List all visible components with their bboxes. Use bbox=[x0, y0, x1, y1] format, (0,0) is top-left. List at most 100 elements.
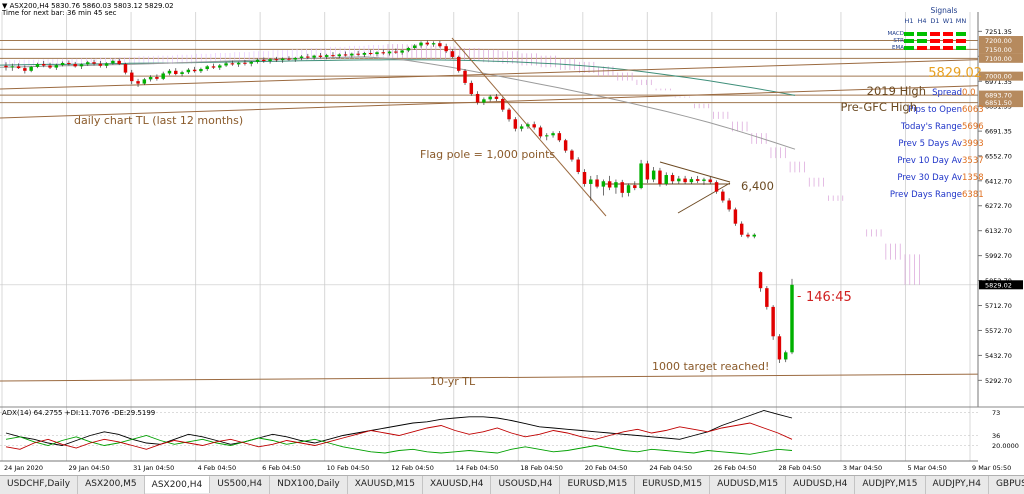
candle-bull bbox=[551, 133, 555, 136]
candle-bear bbox=[381, 52, 386, 54]
candle-bear bbox=[343, 54, 348, 56]
signal-row-label: MACD bbox=[888, 31, 905, 37]
chart-tab[interactable]: US500,H4 bbox=[210, 476, 271, 494]
annotation-daily-tl: daily chart TL (last 12 months) bbox=[74, 114, 243, 127]
x-tick-label: 29 Jan 04:50 bbox=[69, 464, 110, 472]
chart-tab[interactable]: USOUSD,H4 bbox=[491, 476, 561, 494]
chart-tab[interactable]: ASX200,M5 bbox=[78, 476, 145, 494]
y-tick-label: 6412.70 bbox=[985, 177, 1012, 185]
signal-timeframe: H1 bbox=[904, 17, 913, 25]
candle-bear bbox=[721, 191, 725, 201]
level-label-bg bbox=[979, 36, 1023, 46]
signal-cell bbox=[904, 39, 914, 43]
info-row-label: Today's Range bbox=[900, 122, 962, 132]
candle-bear bbox=[532, 124, 536, 128]
level-label-bg bbox=[979, 71, 1023, 81]
candle-bull bbox=[664, 175, 668, 184]
candle-bear bbox=[582, 172, 587, 184]
next-bar-timer: Time for next bar: 36 min 45 sec bbox=[1, 9, 117, 17]
y-tick-label: 5992.70 bbox=[985, 252, 1012, 260]
x-tick-label: 26 Feb 04:50 bbox=[714, 464, 757, 472]
chart-tab[interactable]: XAUUSD,H4 bbox=[423, 476, 492, 494]
candle-bear bbox=[557, 133, 562, 141]
chart-tab[interactable]: GBPUSD,M15 bbox=[989, 476, 1024, 494]
candle-bull bbox=[482, 99, 486, 103]
candle-bear bbox=[117, 60, 121, 65]
annotation-dash: - bbox=[797, 289, 801, 303]
chart-tab[interactable]: AUDUSD,H4 bbox=[786, 476, 856, 494]
candle-bear bbox=[274, 59, 279, 61]
candle-bear bbox=[92, 62, 96, 64]
chart-tab[interactable]: ASX200,H4 bbox=[144, 476, 211, 493]
price-chart[interactable]: 7251.357111.356971.356831.356691.356552.… bbox=[0, 0, 1024, 475]
candle-bear bbox=[746, 234, 750, 237]
candle-bull bbox=[431, 43, 436, 45]
adx-level-label: 20.0000 bbox=[992, 442, 1019, 450]
candle-bear bbox=[771, 306, 775, 337]
signal-cell bbox=[930, 39, 940, 43]
level-label-bg bbox=[979, 280, 1023, 290]
candle-bull bbox=[545, 135, 549, 137]
candle-bear bbox=[438, 43, 442, 47]
chart-tab[interactable]: NDX100,Daily bbox=[270, 476, 348, 494]
y-tick-label: 6691.35 bbox=[985, 128, 1012, 136]
candle-bear bbox=[262, 59, 266, 61]
chart-tab[interactable]: AUDJPY,H4 bbox=[926, 476, 989, 494]
info-row-label: Spread bbox=[932, 88, 962, 98]
candle-bear bbox=[67, 62, 71, 65]
adx-level-label: 73 bbox=[992, 409, 1000, 417]
candle-bull bbox=[614, 182, 618, 188]
adx-label: ADX(14) 64.2755 +DI:11.7076 -DE:29.5199 bbox=[2, 409, 155, 417]
level-label-text: 7200.00 bbox=[985, 37, 1012, 45]
y-tick-label: 6552.70 bbox=[985, 152, 1012, 160]
x-tick-label: 28 Feb 04:50 bbox=[778, 464, 821, 472]
y-tick-label: 6272.70 bbox=[985, 202, 1012, 210]
signal-cell bbox=[943, 46, 953, 50]
candle-bull bbox=[601, 181, 606, 187]
candle-bull bbox=[293, 57, 297, 60]
candle-bear bbox=[513, 119, 518, 129]
x-tick-label: 14 Feb 04:50 bbox=[456, 464, 499, 472]
info-row-value: 0.0 bbox=[962, 88, 976, 98]
candle-bear bbox=[287, 58, 291, 60]
candle-bull bbox=[702, 179, 706, 181]
info-row-label: Pips to Open bbox=[908, 105, 962, 115]
candle-bull bbox=[218, 65, 222, 68]
candle-bear bbox=[130, 72, 134, 82]
candle-bear bbox=[48, 65, 52, 68]
x-tick-label: 3 Mar 04:50 bbox=[843, 464, 882, 472]
x-tick-label: 18 Feb 04:50 bbox=[520, 464, 563, 472]
chart-tab[interactable]: XAUUSD,M15 bbox=[348, 476, 423, 494]
y-tick-label: 5432.70 bbox=[985, 352, 1012, 360]
candle-bear bbox=[576, 159, 580, 173]
info-row-value: 5696 bbox=[962, 122, 984, 132]
chart-tab[interactable]: EURUSD,M15 bbox=[635, 476, 711, 494]
lower-trendline bbox=[0, 84, 1001, 119]
symbol-header: ▼ ASX200,H4 5830.76 5860.03 5803.12 5829… bbox=[2, 2, 174, 10]
candle-bull bbox=[312, 55, 316, 58]
candle-bear bbox=[475, 93, 480, 103]
candle-bear bbox=[670, 175, 675, 182]
candle-bull bbox=[639, 163, 643, 189]
candle-bull bbox=[299, 56, 304, 58]
candle-bull bbox=[406, 47, 411, 51]
candle-bear bbox=[777, 336, 782, 360]
annotation-countdown: 146:45 bbox=[806, 290, 852, 305]
chart-tab[interactable]: AUDUSD,M15 bbox=[710, 476, 787, 494]
signal-cell bbox=[904, 32, 914, 36]
moving-averages bbox=[0, 56, 796, 150]
chart-tab[interactable]: AUDJPY,M15 bbox=[855, 476, 926, 494]
candle-bear bbox=[714, 182, 719, 192]
chart-tab[interactable]: EURUSD,M15 bbox=[560, 476, 636, 494]
candle-bear bbox=[444, 46, 448, 52]
candle-bull bbox=[161, 73, 165, 79]
candle-bull bbox=[224, 63, 228, 66]
candle-bull bbox=[79, 64, 84, 67]
candle-bear bbox=[570, 150, 574, 160]
chart-tab[interactable]: USDCHF,Daily bbox=[0, 476, 79, 494]
y-tick-label: 7251.35 bbox=[985, 28, 1012, 36]
candle-bear bbox=[695, 179, 700, 181]
level-label-bg bbox=[979, 98, 1023, 108]
